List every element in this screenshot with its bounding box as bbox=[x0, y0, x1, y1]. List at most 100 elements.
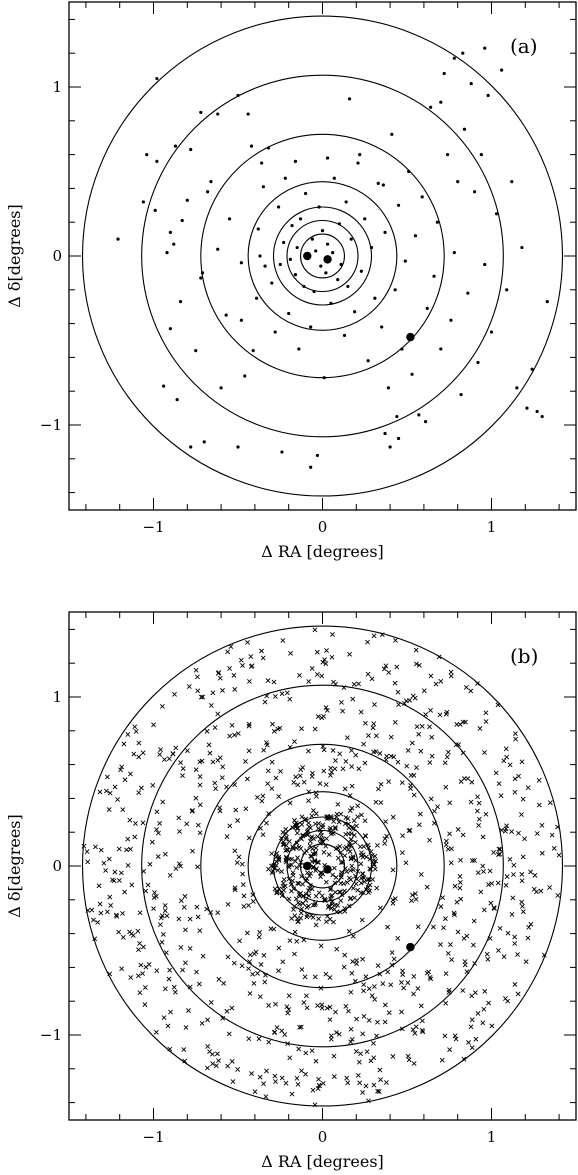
panel-b-point bbox=[427, 724, 432, 730]
panel-b-point bbox=[432, 808, 437, 814]
panel-b-point bbox=[312, 627, 318, 633]
panel-b-point bbox=[259, 648, 264, 654]
panel-b-point bbox=[487, 935, 493, 941]
panel-b-point bbox=[264, 693, 270, 699]
panel-b-point bbox=[482, 988, 488, 994]
panel-b-point bbox=[263, 820, 269, 826]
panel-a-point bbox=[369, 245, 374, 250]
panel-b-point bbox=[511, 872, 516, 878]
panel-b-point bbox=[505, 930, 511, 936]
panel-b-point bbox=[480, 863, 486, 869]
panel-a-point bbox=[452, 56, 456, 60]
panel-b-point bbox=[199, 758, 205, 764]
panel-b-point bbox=[151, 895, 157, 901]
panel-b-point bbox=[359, 871, 365, 877]
panel-b-point bbox=[409, 898, 414, 904]
panel-b-point bbox=[306, 820, 311, 826]
panel-b-point bbox=[309, 666, 315, 671]
panel-b-point bbox=[167, 1046, 173, 1052]
panel-b-point bbox=[142, 1002, 148, 1007]
panel-b-point bbox=[346, 903, 352, 909]
panel-b-point bbox=[497, 851, 503, 857]
panel-b-point bbox=[296, 844, 302, 850]
panel-b-point bbox=[313, 922, 319, 928]
panel-b-point bbox=[498, 793, 504, 799]
panel-b-point bbox=[287, 744, 293, 750]
panel-b-point bbox=[357, 844, 363, 850]
panel-b-point bbox=[346, 1008, 351, 1014]
panel-b-point bbox=[419, 1018, 425, 1024]
panel-b-point bbox=[283, 843, 289, 848]
panel-b-point bbox=[320, 824, 325, 830]
panel-b-point bbox=[428, 796, 434, 802]
panel-b-point bbox=[378, 800, 384, 806]
panel-b-point bbox=[323, 782, 329, 788]
panel-b-point bbox=[269, 786, 275, 791]
panel-b-point bbox=[184, 821, 190, 827]
panel-b-point bbox=[495, 702, 501, 708]
panel-b-point bbox=[412, 1030, 418, 1036]
panel-b-point bbox=[437, 712, 443, 718]
panel-b-point bbox=[453, 1036, 459, 1042]
panel-b-point bbox=[164, 913, 170, 919]
panel-a-point bbox=[383, 230, 387, 234]
panel-b-point bbox=[471, 918, 477, 924]
panel-b-point bbox=[98, 847, 104, 853]
panel-b-point bbox=[443, 916, 448, 922]
panel-b-point bbox=[406, 1057, 412, 1063]
panel-b-point bbox=[402, 701, 407, 706]
panel-b-point bbox=[334, 909, 340, 915]
panel-b-point bbox=[131, 751, 137, 757]
panel-a-point bbox=[254, 296, 259, 300]
panel-b-point bbox=[212, 780, 218, 786]
panel-b-point bbox=[289, 856, 294, 862]
panel-b-point bbox=[227, 666, 233, 671]
panel-b-point bbox=[332, 824, 338, 830]
panel-b-label: (b) bbox=[510, 644, 538, 668]
panel-b-point bbox=[496, 781, 502, 787]
panel-a-point bbox=[342, 333, 347, 338]
panel-b: −1 0 1 −1 0 1 Δ RA [degrees] Δ δ[degrees… bbox=[5, 611, 577, 1171]
panel-a-point bbox=[461, 51, 465, 55]
panel-b-point bbox=[231, 960, 237, 966]
panel-b-point bbox=[221, 980, 227, 986]
panel-a-ticks bbox=[69, 2, 576, 510]
panel-b-point bbox=[286, 864, 292, 870]
panel-b-point bbox=[224, 784, 229, 790]
panel-b-point bbox=[435, 804, 440, 810]
panel-b-point bbox=[359, 812, 364, 818]
panel-b-point bbox=[125, 836, 131, 842]
panel-b-point bbox=[193, 767, 199, 773]
panel-b-point bbox=[246, 966, 251, 972]
panel-b-y-axis-label: Δ δ[degrees] bbox=[5, 814, 24, 918]
panel-b-point bbox=[377, 905, 383, 911]
panel-b-point bbox=[204, 906, 210, 912]
panel-b-point bbox=[367, 876, 372, 882]
panel-b-point bbox=[395, 935, 401, 941]
panel-b-point bbox=[371, 721, 377, 727]
panel-b-point bbox=[217, 755, 223, 761]
panel-b-point bbox=[84, 849, 90, 854]
panel-a-point bbox=[469, 82, 473, 86]
panel-b-point bbox=[344, 1075, 350, 1081]
panel-b-point bbox=[271, 679, 277, 685]
panel-b-point bbox=[292, 817, 297, 823]
panel-a-ytick-label-2: 1 bbox=[52, 78, 62, 96]
panel-b-point bbox=[312, 858, 318, 863]
panel-b-point bbox=[327, 1004, 333, 1010]
panel-b-point bbox=[411, 991, 416, 997]
panel-b-point bbox=[128, 771, 133, 777]
panel-b-point bbox=[289, 1091, 295, 1097]
panel-a-point bbox=[400, 347, 404, 351]
panel-b-point bbox=[261, 952, 267, 958]
panel-b-point bbox=[528, 921, 534, 927]
panel-b-point bbox=[406, 828, 412, 834]
panel-b-point bbox=[427, 837, 432, 843]
panel-b-point bbox=[497, 846, 503, 852]
panel-b-point bbox=[104, 788, 109, 794]
panel-b-point bbox=[246, 1036, 252, 1042]
panel-b-point bbox=[404, 763, 410, 769]
panel-a-point bbox=[314, 249, 318, 253]
panel-b-point bbox=[509, 912, 515, 917]
panel-b-point bbox=[368, 849, 374, 855]
